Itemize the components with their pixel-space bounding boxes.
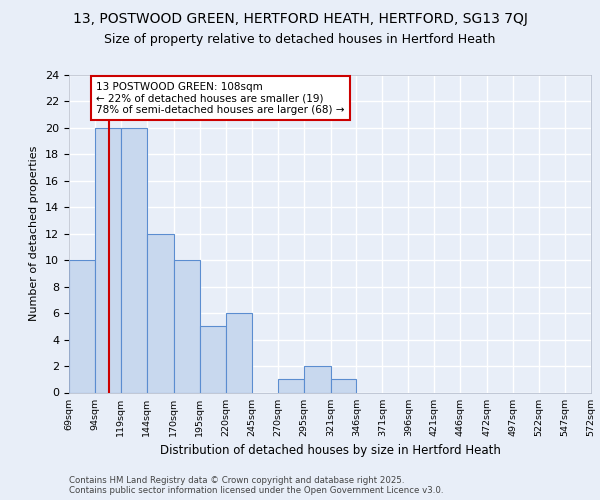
Y-axis label: Number of detached properties: Number of detached properties (29, 146, 40, 322)
Text: 13 POSTWOOD GREEN: 108sqm
← 22% of detached houses are smaller (19)
78% of semi-: 13 POSTWOOD GREEN: 108sqm ← 22% of detac… (96, 82, 344, 115)
Text: 13, POSTWOOD GREEN, HERTFORD HEATH, HERTFORD, SG13 7QJ: 13, POSTWOOD GREEN, HERTFORD HEATH, HERT… (73, 12, 527, 26)
Bar (95, 128, 121, 392)
Text: Contains HM Land Registry data © Crown copyright and database right 2025.
Contai: Contains HM Land Registry data © Crown c… (69, 476, 443, 495)
Bar (200, 326, 226, 392)
Bar (331, 380, 356, 392)
X-axis label: Distribution of detached houses by size in Hertford Heath: Distribution of detached houses by size … (160, 444, 500, 457)
Bar (304, 366, 331, 392)
Bar (226, 313, 251, 392)
Bar (278, 380, 304, 392)
Bar (147, 234, 174, 392)
Text: Size of property relative to detached houses in Hertford Heath: Size of property relative to detached ho… (104, 32, 496, 46)
Bar (174, 260, 200, 392)
Bar (121, 128, 147, 392)
Bar (69, 260, 95, 392)
